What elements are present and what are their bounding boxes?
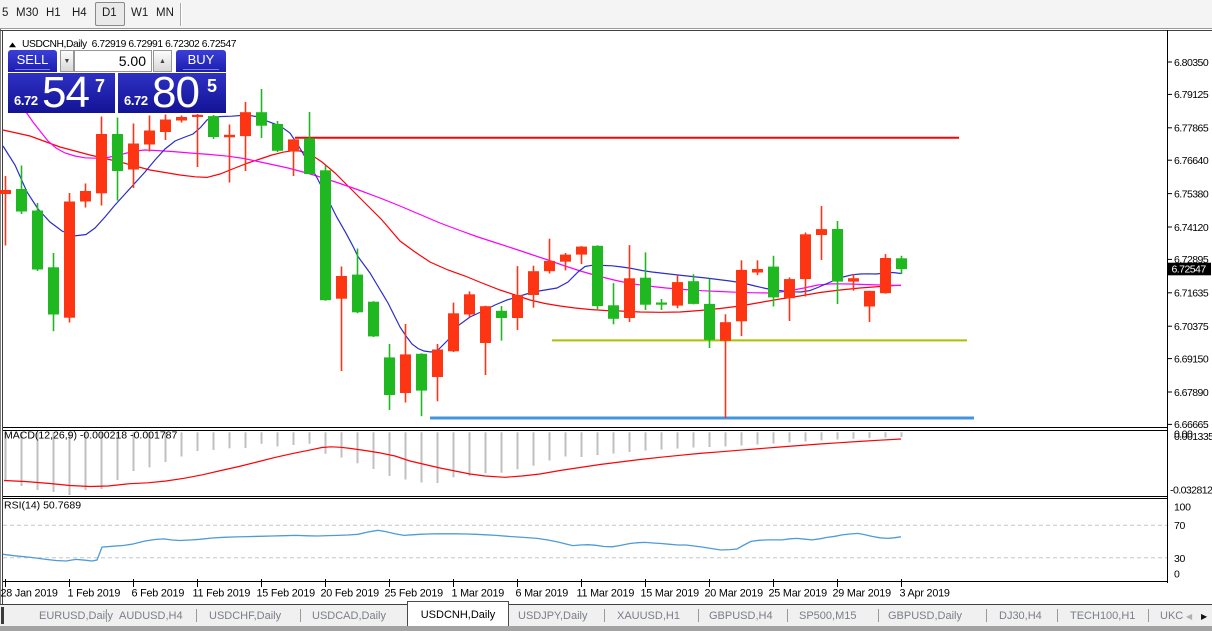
svg-text:11 Mar 2019: 11 Mar 2019 (577, 588, 635, 600)
svg-text:6.75380: 6.75380 (1174, 188, 1209, 200)
svg-text:MACD(12,26,9) -0.000218 -0.001: MACD(12,26,9) -0.000218 -0.001787 (4, 430, 178, 442)
svg-text:6.72547: 6.72547 (1172, 264, 1207, 276)
svg-text:20 Mar 2019: 20 Mar 2019 (705, 588, 764, 600)
svg-text:6.69150: 6.69150 (1174, 353, 1209, 365)
svg-text:30: 30 (1174, 553, 1186, 565)
svg-text:0.00: 0.00 (1174, 429, 1193, 441)
svg-text:0: 0 (1174, 569, 1180, 581)
svg-text:6.74120: 6.74120 (1174, 222, 1209, 234)
svg-text:1 Mar 2019: 1 Mar 2019 (452, 588, 505, 600)
svg-text:20 Feb 2019: 20 Feb 2019 (321, 588, 380, 600)
svg-text:25 Feb 2019: 25 Feb 2019 (385, 588, 444, 600)
svg-text:3 Apr 2019: 3 Apr 2019 (900, 588, 950, 600)
svg-text:6.76640: 6.76640 (1174, 155, 1209, 167)
svg-text:6 Feb 2019: 6 Feb 2019 (132, 588, 185, 600)
svg-text:70: 70 (1174, 520, 1186, 532)
svg-text:28 Jan 2019: 28 Jan 2019 (1, 588, 58, 600)
svg-text:6.66665: 6.66665 (1174, 419, 1209, 431)
svg-text:25 Mar 2019: 25 Mar 2019 (769, 588, 828, 600)
svg-text:15 Feb 2019: 15 Feb 2019 (257, 588, 316, 600)
svg-text:6.77865: 6.77865 (1174, 123, 1209, 135)
svg-text:100: 100 (1174, 502, 1191, 514)
svg-text:6.67890: 6.67890 (1174, 387, 1209, 399)
svg-text:0.001335: 0.001335 (1174, 431, 1212, 443)
svg-text:-0.032812: -0.032812 (1170, 485, 1212, 497)
svg-text:RSI(14) 50.7689: RSI(14) 50.7689 (4, 500, 81, 512)
svg-text:6.70375: 6.70375 (1174, 321, 1209, 333)
svg-text:29 Mar 2019: 29 Mar 2019 (833, 588, 892, 600)
svg-text:1 Feb 2019: 1 Feb 2019 (68, 588, 121, 600)
svg-text:11 Feb 2019: 11 Feb 2019 (193, 588, 251, 600)
svg-text:6.80350: 6.80350 (1174, 57, 1209, 69)
svg-text:6.71635: 6.71635 (1174, 288, 1209, 300)
svg-text:6.79125: 6.79125 (1174, 89, 1209, 101)
svg-text:15 Mar 2019: 15 Mar 2019 (641, 588, 700, 600)
svg-text:USDCNH,Daily 6.72919 6.72991: USDCNH,Daily 6.72919 6.72991 6.72302 6.7… (22, 39, 237, 50)
svg-text:6 Mar 2019: 6 Mar 2019 (516, 588, 569, 600)
